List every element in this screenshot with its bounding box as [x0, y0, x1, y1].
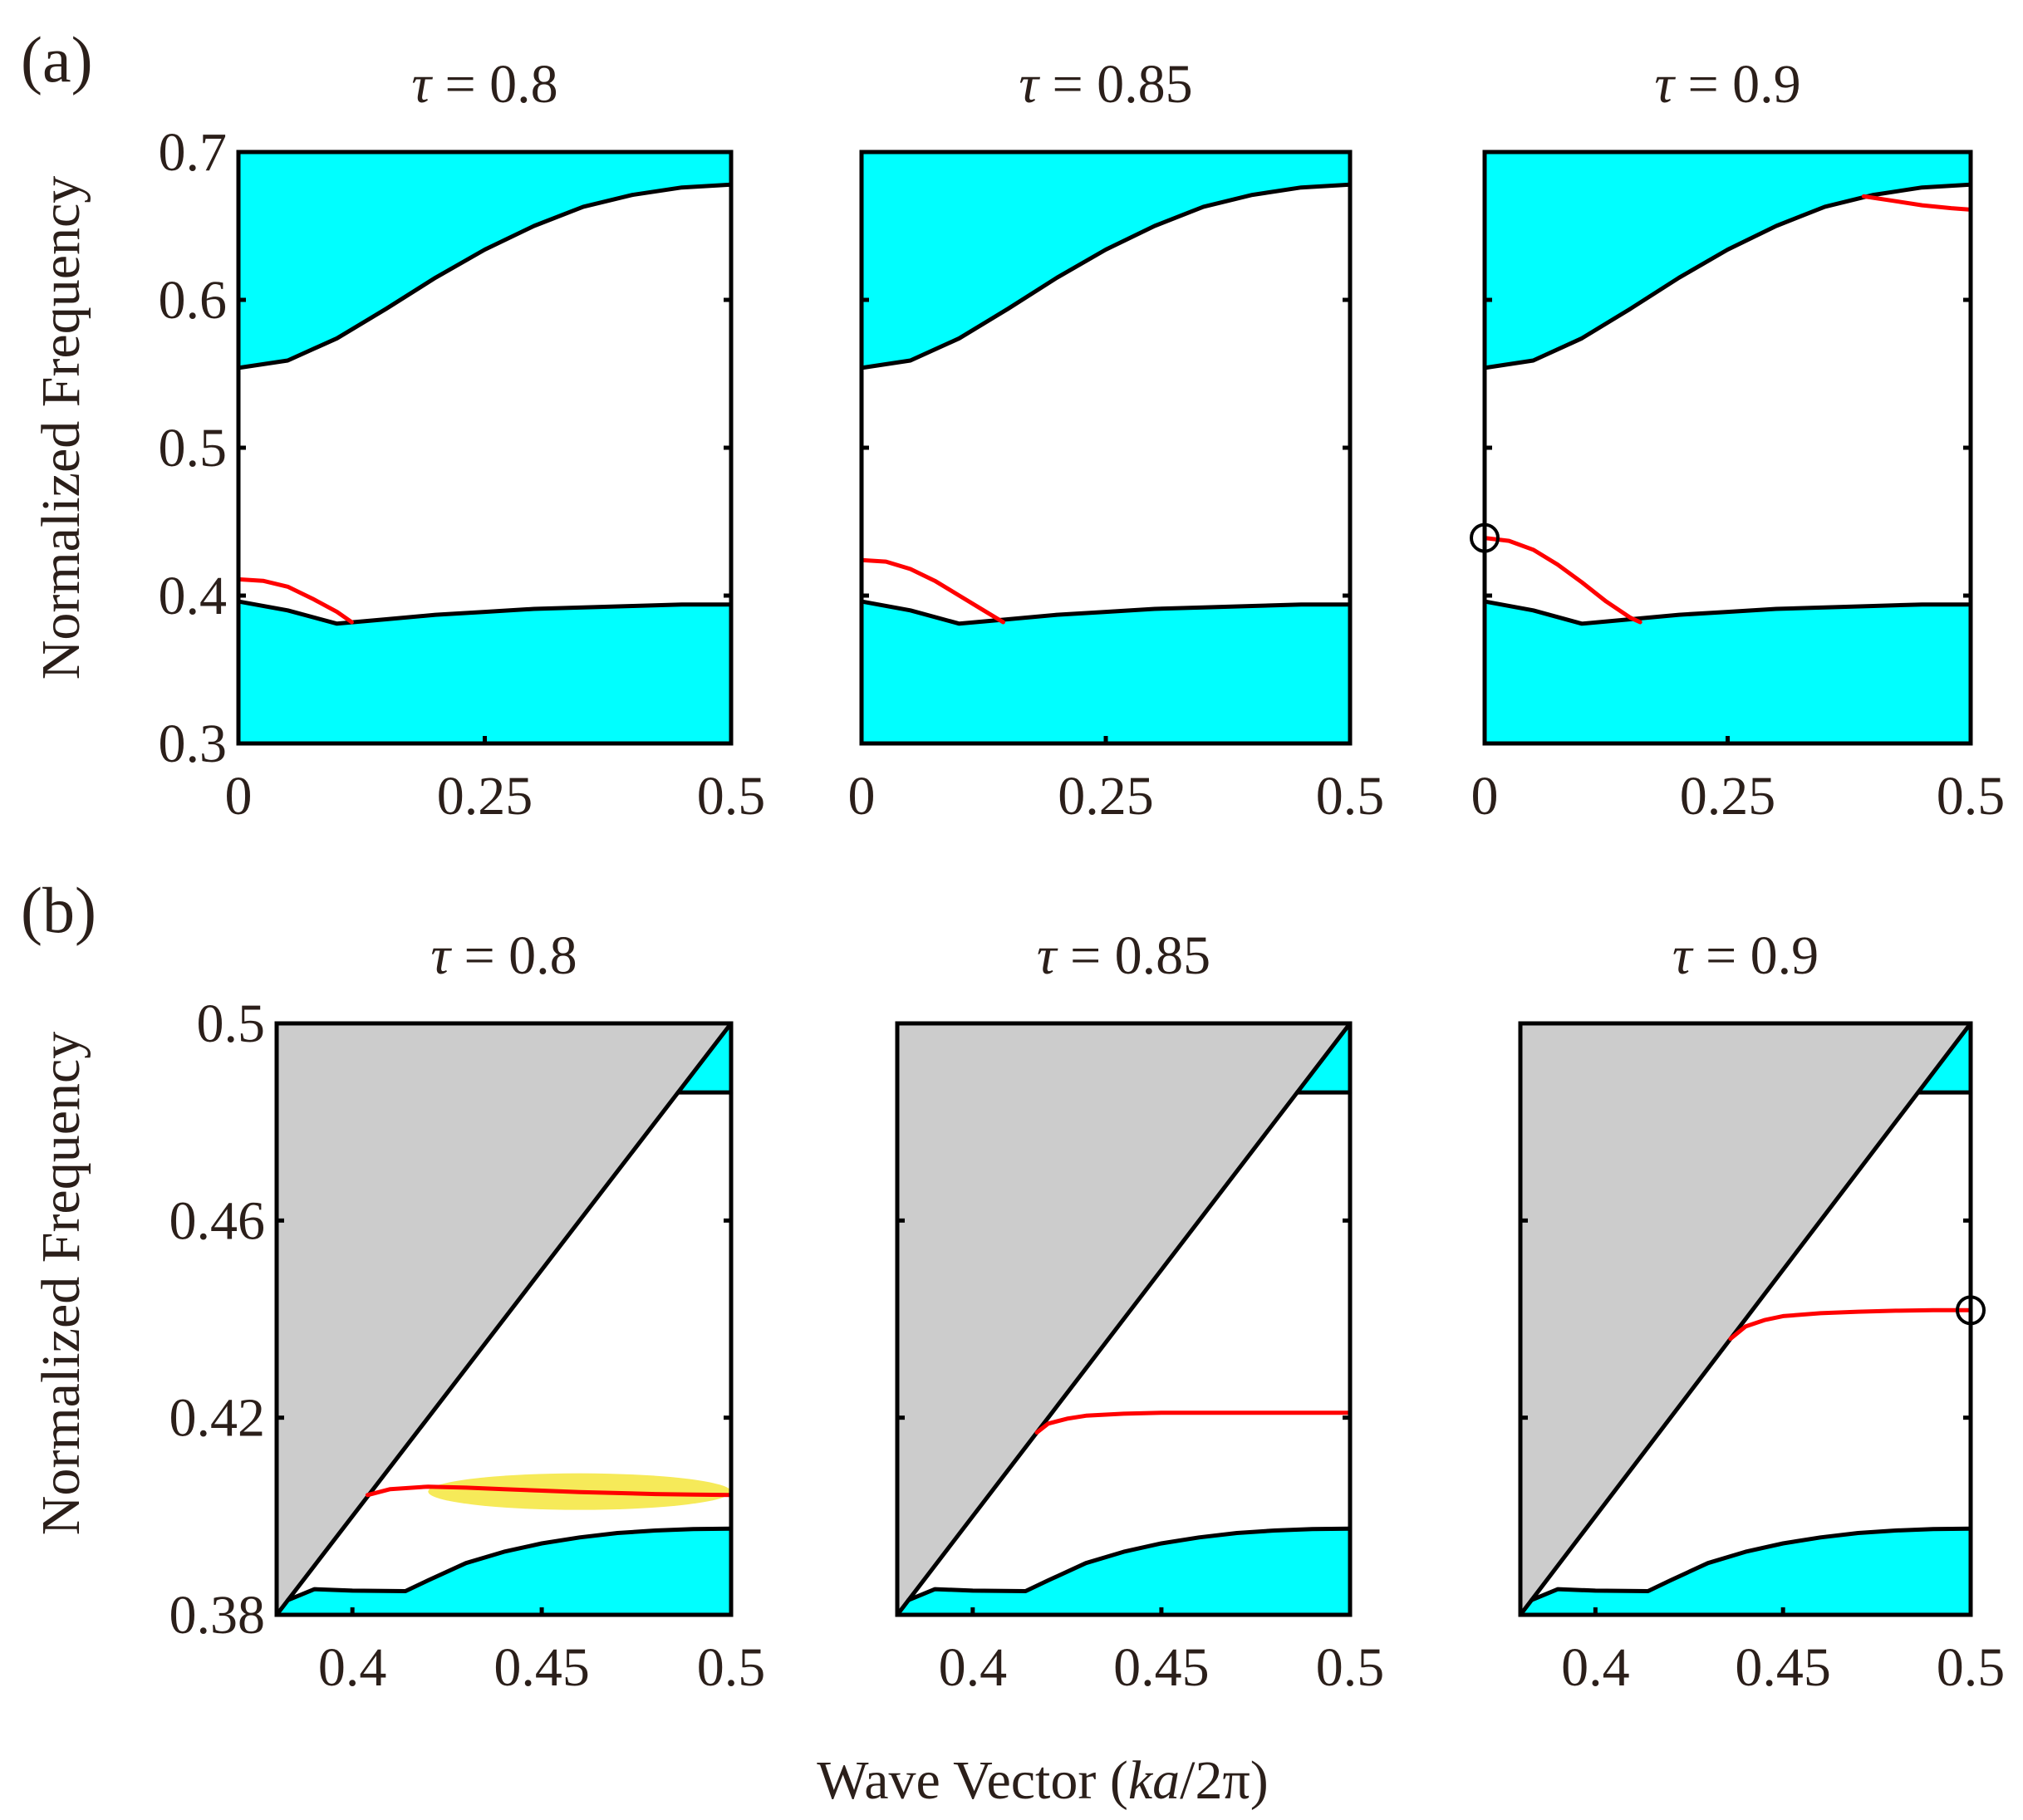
chart-title: τ = 0.9 — [1654, 54, 1800, 115]
title-value: = 0.85 — [1070, 925, 1210, 986]
x-tick-label: 0.5 — [1937, 766, 2006, 827]
x-axis-label-italic: ka — [1128, 1750, 1180, 1811]
upper-band-edge — [236, 182, 734, 370]
y-tick-label: 0.3 — [159, 714, 228, 774]
x-tick-label: 0.5 — [1316, 766, 1385, 827]
mode-marker — [1956, 1295, 1986, 1326]
y-tick-label: 0.46 — [169, 1190, 266, 1251]
chart-panel-a-0.8: 0.3 0.4 0.5 0.6 0.7 0 0.25 0.5 τ = 0.8 — [159, 54, 766, 827]
row-a-label: (a) — [21, 23, 93, 96]
x-tick-label: 0.4 — [939, 1637, 1008, 1698]
lower-band-region — [238, 601, 731, 743]
chart-title: τ = 0.8 — [430, 925, 577, 986]
guided-mode-line — [1482, 536, 1642, 625]
upper-band-edge — [859, 182, 1353, 370]
light-line — [1518, 1021, 1973, 1617]
x-tick-label: 0 — [225, 766, 253, 827]
x-tick-label: 0.4 — [1561, 1637, 1630, 1698]
x-axis-label-prefix: Wave Vector ( — [817, 1750, 1128, 1811]
guided-mode-line — [1728, 1307, 1973, 1342]
y-tick-label: 0.4 — [159, 566, 228, 626]
plot-frame — [1518, 1021, 1973, 1617]
lower-band-region — [277, 1528, 731, 1615]
plot-frame — [274, 1021, 734, 1617]
x-tick-label: 0.45 — [1735, 1637, 1831, 1698]
lower-band-edge — [286, 1526, 734, 1602]
x-axis-label-suffix: /2π) — [1180, 1750, 1269, 1811]
guided-mode-line — [1034, 1410, 1353, 1435]
chart-title: τ = 0.8 — [411, 54, 557, 115]
x-tick-label: 0.5 — [697, 1637, 766, 1698]
upper-band-region — [1485, 152, 1971, 368]
upper-band-region — [862, 152, 1350, 368]
chart-title: τ = 0.85 — [1019, 54, 1192, 115]
lower-band-edge — [1482, 599, 1973, 626]
y-tick-label: 0.7 — [159, 122, 228, 183]
y-tick-label: 0.5 — [197, 993, 266, 1054]
y-tick-label: 0.6 — [159, 270, 228, 331]
title-value: = 0.85 — [1052, 54, 1192, 115]
title-value: = 0.8 — [464, 925, 577, 986]
title-symbol: τ — [1019, 54, 1052, 115]
y-axis-label-a: Normalized Frequency — [31, 176, 91, 680]
title-value: = 0.8 — [444, 54, 557, 115]
title-symbol: τ — [1654, 54, 1687, 115]
lower-band-edge — [1530, 1526, 1973, 1602]
guided-mode-line-2 — [1861, 194, 1973, 212]
lower-band-edge — [906, 1526, 1353, 1602]
lower-band-edge — [236, 599, 734, 626]
guided-mode-line — [859, 557, 1005, 625]
x-axis-label: Wave Vector (ka/2π) — [817, 1750, 1269, 1811]
chart-panel-a-0.9: 0 0.25 0.5 τ = 0.9 — [1470, 54, 2006, 827]
upper-band-region — [238, 152, 731, 368]
y-tick-label: 0.5 — [159, 418, 228, 478]
chart-panel-b-0.85: 0.4 0.45 0.5 τ = 0.85 — [895, 925, 1385, 1698]
chart-panel-a-0.85: 0 0.25 0.5 τ = 0.85 — [848, 54, 1385, 827]
lower-band-edge — [859, 599, 1353, 626]
chart-title: τ = 0.9 — [1672, 925, 1819, 986]
chart-panel-b-0.8: 0.38 0.42 0.46 0.5 0.4 0.45 0.5 τ = 0.8 — [169, 925, 766, 1698]
light-line — [274, 1021, 734, 1617]
light-line — [895, 1021, 1353, 1617]
lower-band-region — [1520, 1528, 1971, 1615]
x-tick-label: 0.5 — [1316, 1637, 1385, 1698]
guided-mode-line — [365, 1484, 734, 1498]
chart-title: τ = 0.85 — [1037, 925, 1210, 986]
x-tick-label: 0.25 — [1680, 766, 1776, 827]
title-symbol: τ — [411, 54, 444, 115]
y-tick-label: 0.42 — [169, 1388, 266, 1449]
x-tick-label: 0.25 — [437, 766, 533, 827]
lower-band-region — [1485, 601, 1971, 743]
x-tick-label: 0 — [848, 766, 876, 827]
title-symbol: τ — [1037, 925, 1070, 986]
title-symbol: τ — [1672, 925, 1706, 986]
row-b-label: (b) — [21, 874, 96, 946]
guided-mode-line — [236, 576, 354, 625]
mode-marker — [1470, 522, 1500, 553]
title-value: = 0.9 — [1706, 925, 1819, 986]
title-symbol: τ — [430, 925, 464, 986]
x-tick-label: 0 — [1471, 766, 1499, 827]
x-tick-label: 0.5 — [1937, 1637, 2006, 1698]
y-tick-label: 0.38 — [169, 1585, 266, 1646]
x-tick-label: 0.45 — [1113, 1637, 1210, 1698]
x-tick-label: 0.25 — [1058, 766, 1154, 827]
chart-panel-b-0.9: 0.4 0.45 0.5 τ = 0.9 — [1518, 925, 2006, 1698]
x-tick-label: 0.5 — [697, 766, 766, 827]
upper-band-edge — [1482, 182, 1973, 370]
x-tick-label: 0.4 — [318, 1637, 387, 1698]
x-tick-label: 0.45 — [493, 1637, 590, 1698]
title-value: = 0.9 — [1687, 54, 1800, 115]
panels: 0.3 0.4 0.5 0.6 0.7 0 0.25 0.5 τ = 0.8 0 0.25 0.5 τ … — [159, 54, 2006, 1698]
y-axis-label-b: Normalized Frequency — [31, 1032, 91, 1536]
lower-band-region — [897, 1528, 1350, 1615]
lower-band-region — [862, 601, 1350, 743]
plot-frame — [895, 1021, 1353, 1617]
